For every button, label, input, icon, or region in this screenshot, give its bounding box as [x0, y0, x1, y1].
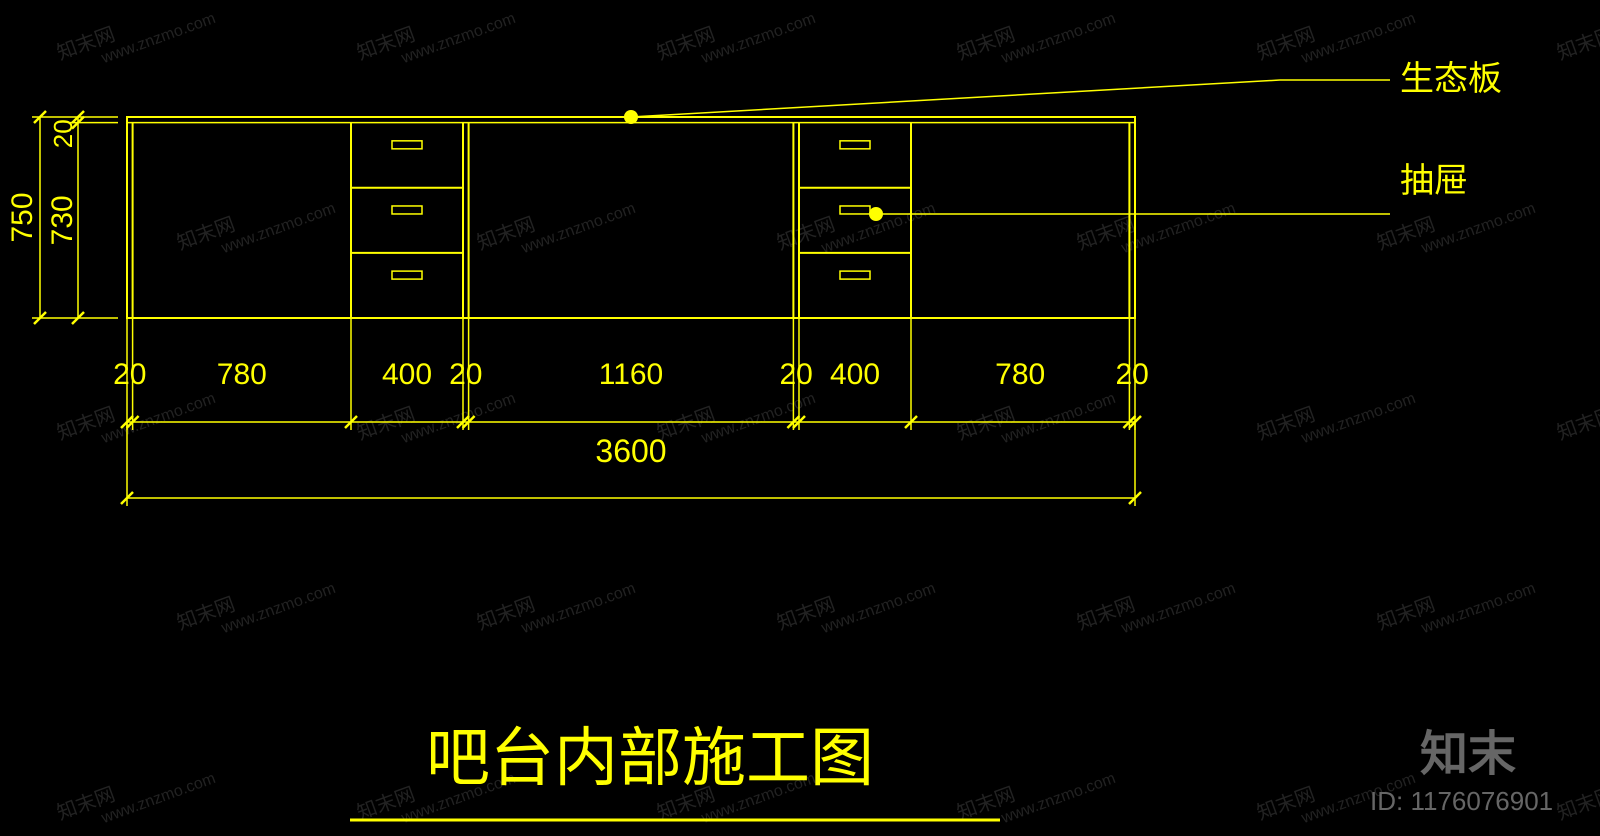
svg-text:www.znzmo.com: www.znzmo.com — [518, 200, 638, 257]
svg-text:www.znzmo.com: www.znzmo.com — [218, 200, 338, 257]
svg-text:抽屉: 抽屉 — [1400, 162, 1468, 200]
svg-text:生态板: 生态板 — [1400, 60, 1502, 98]
svg-text:知末网: 知末网 — [1554, 23, 1600, 65]
svg-text:3600: 3600 — [595, 433, 666, 469]
svg-text:780: 780 — [217, 358, 267, 391]
svg-text:20: 20 — [1116, 358, 1149, 391]
svg-text:730: 730 — [46, 195, 79, 245]
svg-text:www.znzmo.com: www.znzmo.com — [1118, 200, 1238, 257]
svg-text:780: 780 — [995, 358, 1045, 391]
svg-text:www.znzmo.com: www.znzmo.com — [698, 10, 818, 67]
svg-text:www.znzmo.com: www.znzmo.com — [1418, 580, 1538, 637]
svg-text:400: 400 — [382, 358, 432, 391]
svg-text:www.znzmo.com: www.znzmo.com — [218, 580, 338, 637]
svg-text:www.znzmo.com: www.znzmo.com — [98, 10, 218, 67]
svg-text:www.znzmo.com: www.znzmo.com — [818, 580, 938, 637]
svg-text:750: 750 — [6, 192, 39, 242]
svg-text:www.znzmo.com: www.znzmo.com — [998, 10, 1118, 67]
svg-text:20: 20 — [780, 358, 813, 391]
svg-text:www.znzmo.com: www.znzmo.com — [1298, 390, 1418, 447]
svg-text:www.znzmo.com: www.znzmo.com — [1298, 10, 1418, 67]
svg-text:www.znzmo.com: www.znzmo.com — [1418, 200, 1538, 257]
svg-text:www.znzmo.com: www.znzmo.com — [518, 580, 638, 637]
svg-text:ID: 1176076901: ID: 1176076901 — [1370, 786, 1553, 816]
svg-text:www.znzmo.com: www.znzmo.com — [98, 770, 218, 827]
svg-text:20: 20 — [113, 358, 146, 391]
svg-text:www.znzmo.com: www.znzmo.com — [998, 390, 1118, 447]
svg-text:www.znzmo.com: www.znzmo.com — [98, 390, 218, 447]
svg-text:www.znzmo.com: www.znzmo.com — [398, 10, 518, 67]
svg-text:www.znzmo.com: www.znzmo.com — [1118, 580, 1238, 637]
svg-text:www.znzmo.com: www.znzmo.com — [398, 390, 518, 447]
svg-text:www.znzmo.com: www.znzmo.com — [998, 770, 1118, 827]
svg-text:1160: 1160 — [599, 358, 664, 391]
svg-text:知末网: 知末网 — [1554, 403, 1600, 445]
svg-text:知末: 知末 — [1420, 728, 1516, 781]
svg-text:www.znzmo.com: www.znzmo.com — [698, 390, 818, 447]
svg-text:知末网: 知末网 — [1554, 783, 1600, 825]
svg-text:吧台内部施工图: 吧台内部施工图 — [426, 722, 874, 794]
svg-text:400: 400 — [830, 358, 880, 391]
svg-text:20: 20 — [449, 358, 482, 391]
svg-text:20: 20 — [48, 119, 78, 148]
